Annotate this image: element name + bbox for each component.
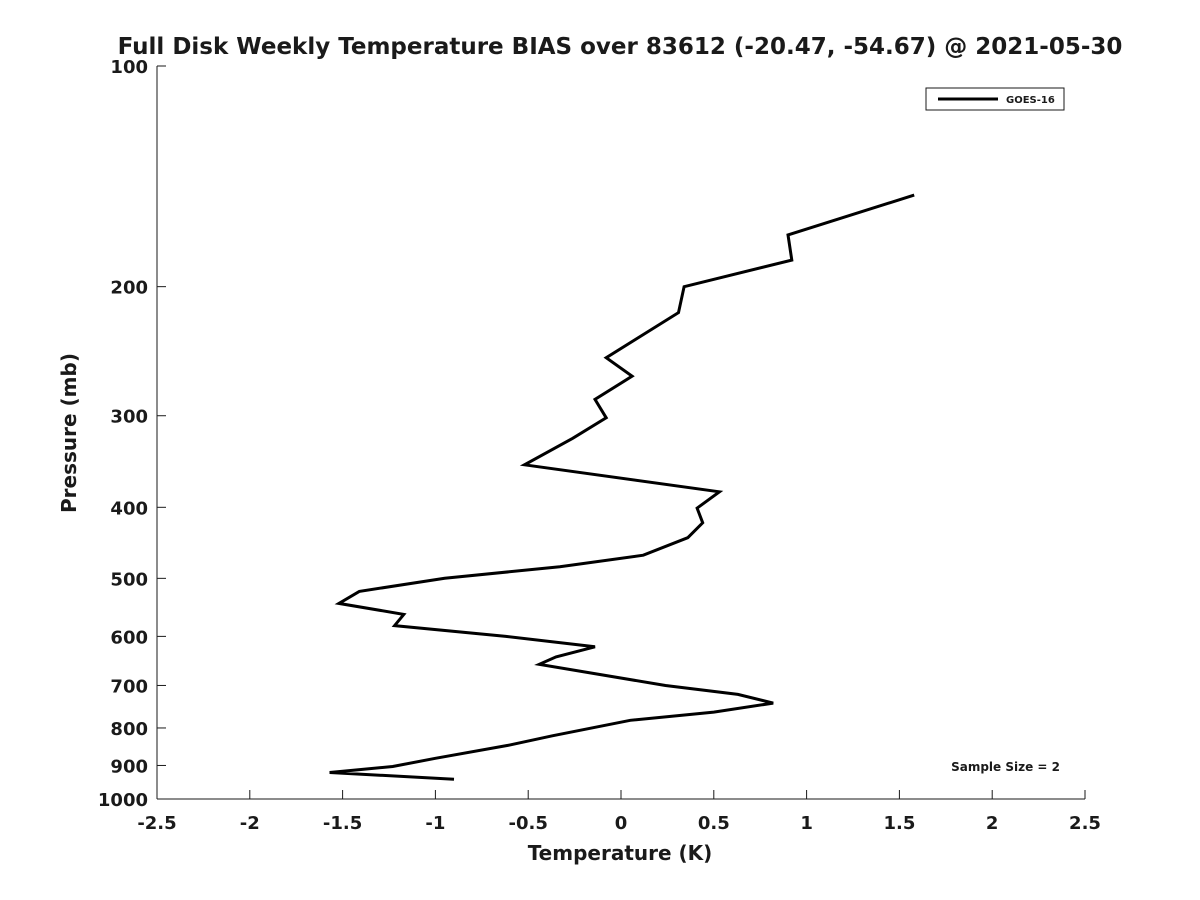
series-line-goes-16 xyxy=(329,193,915,781)
sample-size-annotation: Sample Size = 2 xyxy=(951,760,1060,774)
y-axis-ticks: 100 200 300 400 500 600 700 800 900 1000 xyxy=(98,57,166,811)
y-tick-label: 800 xyxy=(110,719,148,740)
x-tick-label: 2.5 xyxy=(1069,813,1101,834)
x-axis-label: Temperature (K) xyxy=(528,841,713,865)
y-tick-label: 200 xyxy=(110,278,148,299)
y-tick-label: 900 xyxy=(110,756,148,777)
series-lines xyxy=(329,193,915,781)
axes xyxy=(156,66,1085,800)
y-tick-label: 700 xyxy=(110,676,148,697)
x-tick-label: -1 xyxy=(425,813,445,834)
y-tick-label: 600 xyxy=(110,627,148,648)
x-tick-label: -1.5 xyxy=(323,813,362,834)
y-axis-label: Pressure (mb) xyxy=(57,353,81,513)
x-tick-label: -2 xyxy=(240,813,260,834)
x-tick-label: 0 xyxy=(615,813,628,834)
x-tick-label: 2 xyxy=(986,813,999,834)
y-tick-label: 100 xyxy=(110,57,148,78)
y-tick-label: 500 xyxy=(110,569,148,590)
chart-title: Full Disk Weekly Temperature BIAS over 8… xyxy=(118,34,1123,60)
x-tick-label: 1 xyxy=(800,813,813,834)
legend: GOES-16 xyxy=(925,87,1065,111)
x-tick-label: 0.5 xyxy=(698,813,730,834)
x-tick-label: -2.5 xyxy=(137,813,176,834)
y-tick-label: 400 xyxy=(110,498,148,519)
legend-label-goes-16: GOES-16 xyxy=(1006,95,1055,106)
x-tick-label: -0.5 xyxy=(509,813,548,834)
x-axis-ticks: -2.5 -2 -1.5 -1 -0.5 0 0.5 1 1.5 2 2.5 xyxy=(137,790,1101,834)
x-tick-label: 1.5 xyxy=(883,813,915,834)
y-tick-label: 1000 xyxy=(98,790,148,811)
y-tick-label: 300 xyxy=(110,407,148,428)
